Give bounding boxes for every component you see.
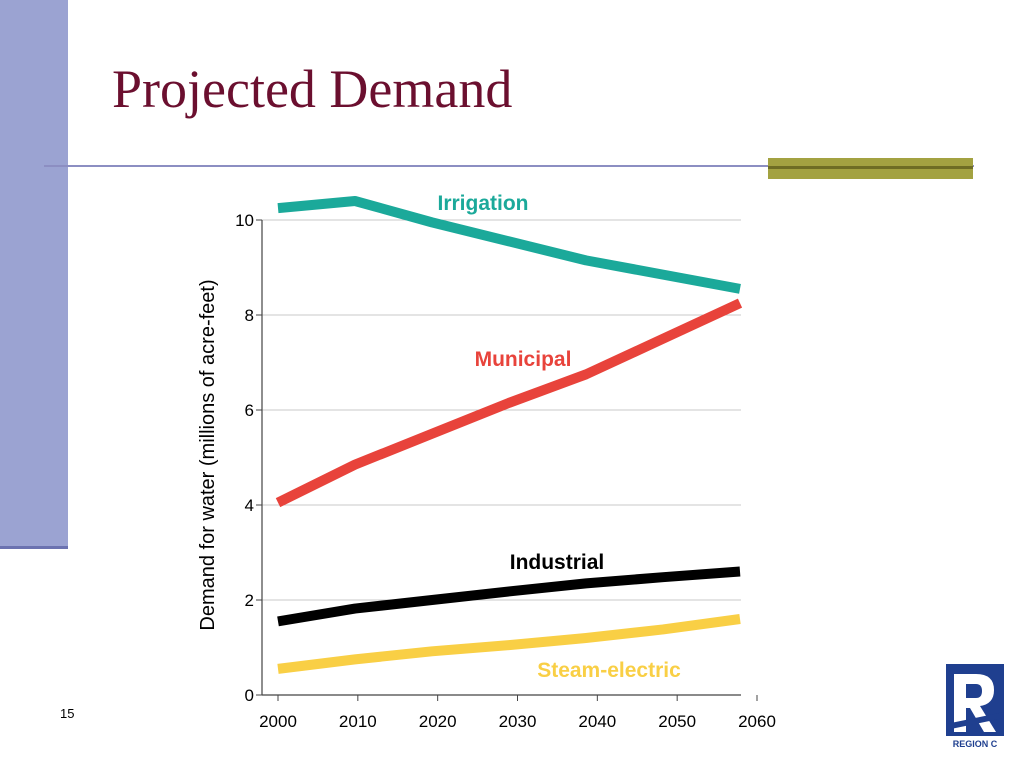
sidebar-shadow xyxy=(0,546,68,549)
series-line-industrial xyxy=(277,566,741,627)
series-label-irrigation: Irrigation xyxy=(437,192,528,215)
x-tick-label: 2050 xyxy=(658,712,696,731)
svg-text:REGION C: REGION C xyxy=(953,739,998,749)
series-label-steam-electric: Steam-electric xyxy=(537,659,681,682)
y-axis-label: Demand for water (millions of acre-feet) xyxy=(197,279,219,630)
slide-title: Projected Demand xyxy=(112,59,513,119)
sidebar-decoration xyxy=(0,0,68,546)
series-label-industrial: Industrial xyxy=(510,551,605,574)
accent-bar-line xyxy=(768,166,973,169)
x-tick-label: 2040 xyxy=(578,712,616,731)
y-tick-label: 8 xyxy=(245,306,254,325)
x-tick-label: 2030 xyxy=(499,712,537,731)
y-tick-label: 0 xyxy=(245,686,254,705)
series-line-municipal xyxy=(275,298,743,508)
x-tick-label: 2010 xyxy=(339,712,377,731)
page-number: 15 xyxy=(60,706,75,721)
title-rule xyxy=(44,165,974,167)
region-c-logo: REGION C xyxy=(946,664,1004,750)
y-tick-label: 6 xyxy=(245,401,254,420)
y-tick-label: 4 xyxy=(245,496,254,515)
y-tick-label: 2 xyxy=(245,591,254,610)
x-tick-label: 2000 xyxy=(259,712,297,731)
x-tick-label: 2060 xyxy=(738,712,776,731)
series-line-irrigation xyxy=(277,196,741,294)
y-tick-label: 10 xyxy=(235,211,254,230)
series-line-steam-electric xyxy=(277,614,741,674)
x-tick-label: 2020 xyxy=(419,712,457,731)
series-label-municipal: Municipal xyxy=(475,348,572,371)
